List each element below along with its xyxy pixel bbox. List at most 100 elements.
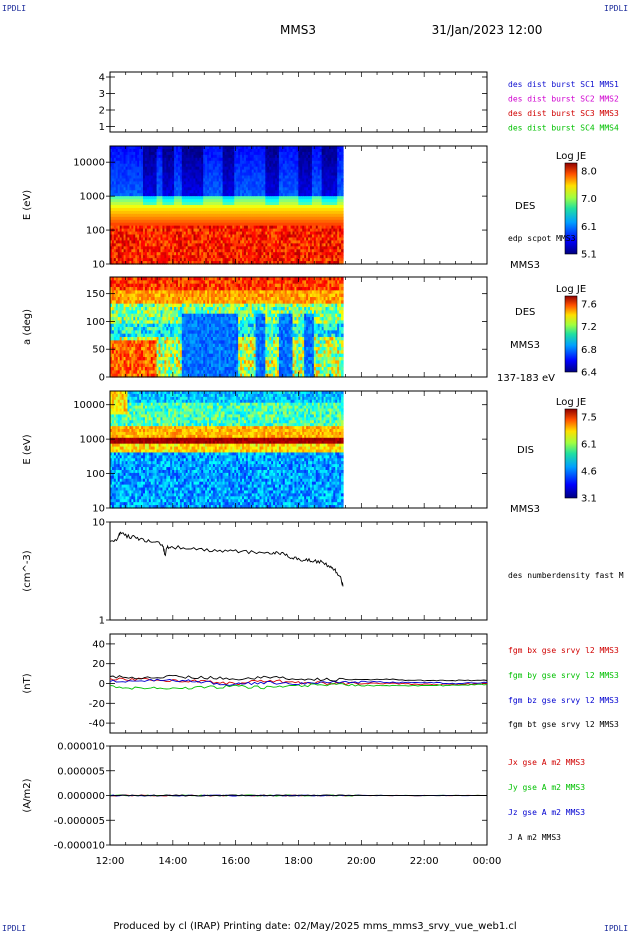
spectrogram-cell <box>275 190 278 194</box>
spectrogram-cell <box>123 193 127 197</box>
spectrogram-cell <box>333 151 336 156</box>
spectrogram-cell <box>123 231 127 236</box>
spectrogram-cell <box>313 205 317 209</box>
spectrogram-cell <box>224 166 228 171</box>
spectrogram-cell <box>143 175 146 180</box>
spectrogram-cell <box>121 231 125 236</box>
spectrogram-cell <box>189 222 193 227</box>
spectrogram-cell <box>210 249 214 253</box>
overlay-label: edp scpot MMS3 <box>508 234 576 243</box>
spectrogram-cell <box>317 199 321 203</box>
spectrogram-cell <box>294 213 297 218</box>
spectrogram-cell <box>139 187 142 191</box>
spectrogram-cell <box>294 225 297 230</box>
spectrogram-cell <box>306 146 309 150</box>
spectrogram-cell <box>234 172 237 177</box>
spectrogram-cell <box>236 175 239 180</box>
spectrogram-cell <box>323 175 327 180</box>
spectrogram-cell <box>240 216 243 221</box>
spectrogram-cell <box>282 166 286 171</box>
spectrogram-cell <box>273 225 276 230</box>
spectrogram-cell <box>275 258 278 262</box>
spectrogram-cell <box>321 181 325 185</box>
spectrogram-cell <box>323 148 327 153</box>
spectrogram-cell <box>296 181 299 185</box>
spectrogram-cell <box>177 258 181 262</box>
spectrogram-cell <box>218 219 222 224</box>
spacecraft-label: MMS3 <box>510 260 540 271</box>
spectrogram-cell <box>214 146 218 150</box>
spectrogram-cell <box>212 181 216 185</box>
spectrogram-cell <box>181 258 185 262</box>
spectrogram-cell <box>292 216 296 221</box>
spectrogram-cell <box>298 146 301 150</box>
spectrogram-cell <box>255 261 259 265</box>
spectrogram-cell <box>265 199 268 203</box>
spectrogram-cell <box>209 246 212 250</box>
spectrogram-cell <box>185 216 189 221</box>
spectrogram-cell <box>317 210 321 215</box>
spectrogram-cell <box>201 148 204 153</box>
spectrogram-cell <box>243 169 247 174</box>
spectrogram-cell <box>230 207 233 212</box>
spectrogram-cell <box>160 178 164 182</box>
spectrogram-cell <box>226 207 230 212</box>
spectrogram-cell <box>181 178 185 182</box>
spectrogram-cell <box>216 258 220 262</box>
spectrogram-cell <box>257 157 261 162</box>
spectrogram-cell <box>286 172 290 177</box>
spectrogram-cell <box>310 252 313 256</box>
spectrogram-cell <box>115 190 119 194</box>
spectrogram-cell <box>160 249 164 253</box>
spectrogram-cell <box>218 166 222 171</box>
spectrogram-cell <box>337 157 340 162</box>
spectrogram-cell <box>172 255 175 259</box>
spectrogram-cell <box>209 193 212 197</box>
spectrogram-cell <box>265 255 268 259</box>
spectrogram-cell <box>329 210 332 215</box>
spectrogram-cell <box>271 205 274 209</box>
spectrogram-cell <box>253 258 257 262</box>
spectrogram-cell <box>119 249 123 253</box>
spectrogram-cell <box>156 184 160 188</box>
spectrogram-cell <box>249 258 253 262</box>
spectrogram-cell <box>110 172 113 177</box>
spectrogram-cell <box>191 249 195 253</box>
spectrogram-cell <box>228 148 231 153</box>
spectrogram-cell <box>234 202 237 206</box>
spectrogram-cell <box>240 166 243 171</box>
spectrogram-cell <box>310 261 313 265</box>
spectrogram-cell <box>127 210 131 215</box>
spectrogram-cell <box>156 190 160 194</box>
spectrogram-cell <box>273 205 276 209</box>
spectrogram-cell <box>313 199 317 203</box>
spectrogram-cell <box>129 178 132 182</box>
spectrogram-cell <box>238 255 241 259</box>
spectrogram-cell <box>187 246 191 250</box>
spectrogram-cell <box>218 193 222 197</box>
spectrogram-cell <box>117 240 121 244</box>
spectrogram-cell <box>111 151 115 156</box>
spectrogram-cell <box>265 261 268 265</box>
spectrogram-cell <box>158 172 162 177</box>
spectrogram-cell <box>129 243 132 247</box>
spectrogram-cell <box>232 234 235 239</box>
spectrogram-cell <box>123 243 127 247</box>
spectrogram-cell <box>199 166 202 171</box>
spectrogram-cell <box>152 160 156 165</box>
spectrogram-cell <box>205 148 208 153</box>
spectrogram-cell <box>273 193 276 197</box>
spectrogram-cell <box>327 252 331 256</box>
spectrogram-cell <box>302 249 305 253</box>
spectrogram-cell <box>257 163 261 168</box>
spectrogram-cell <box>311 160 315 165</box>
spectrogram-cell <box>275 261 278 265</box>
spectrogram-cell <box>133 146 136 150</box>
spectrogram-cell <box>255 231 259 236</box>
spectrogram-cell <box>311 216 315 221</box>
spectrogram-cell <box>181 243 185 247</box>
spectrogram-cell <box>131 184 134 188</box>
spectrogram-cell <box>286 193 290 197</box>
spectrogram-cell <box>240 184 243 188</box>
spectrogram-cell <box>220 196 224 200</box>
